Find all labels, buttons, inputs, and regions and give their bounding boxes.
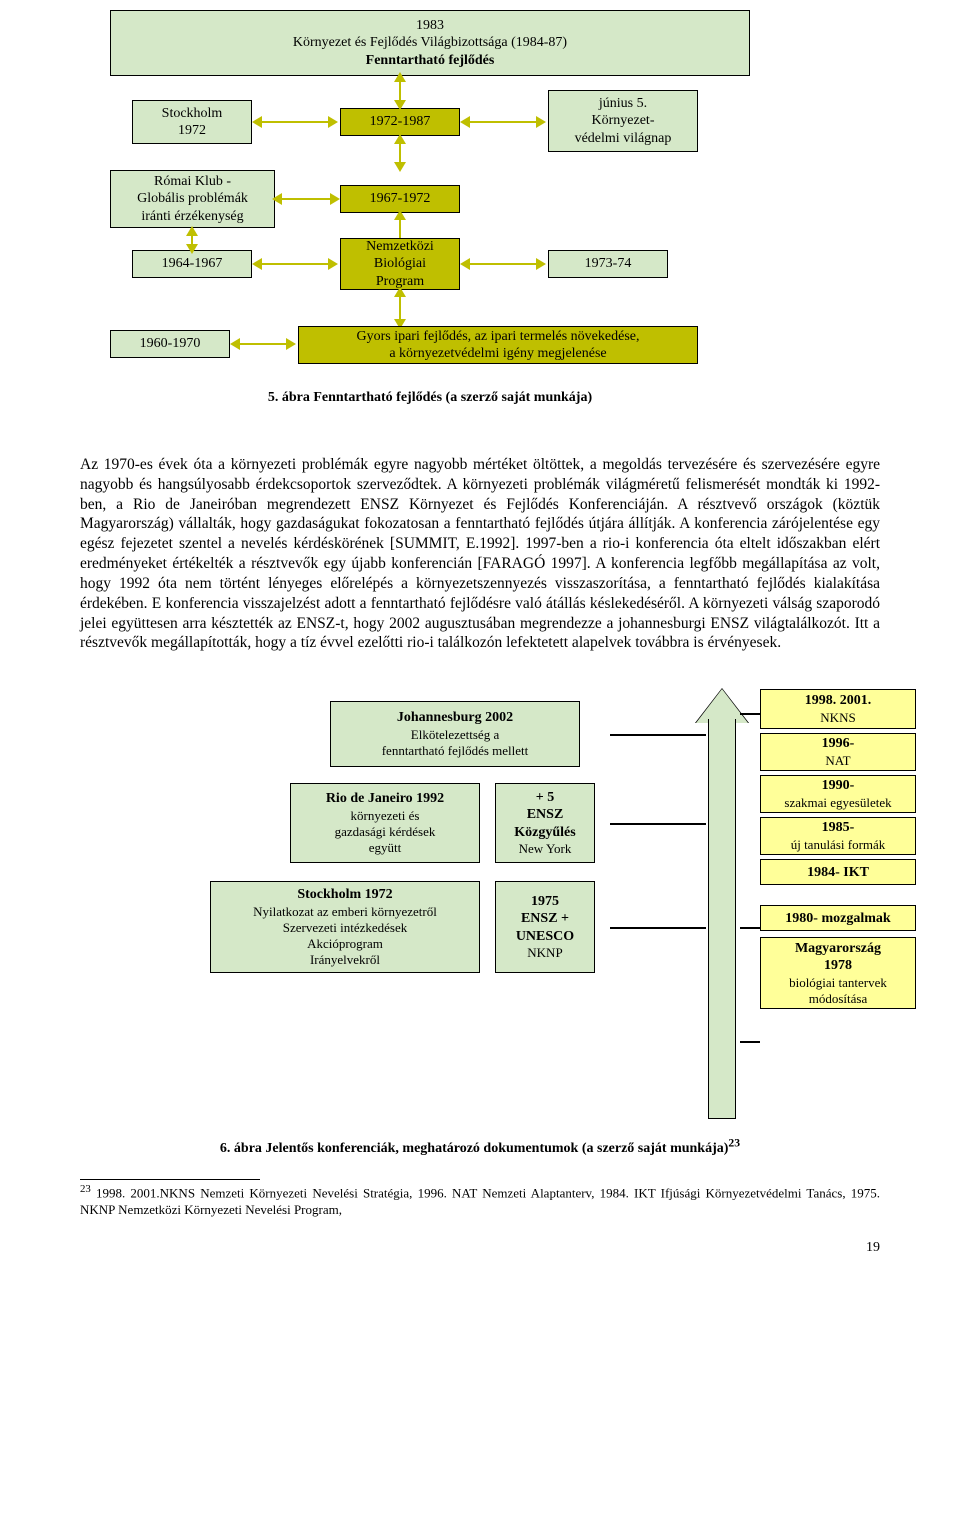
unesco-title: 1975 ENSZ + UNESCO: [516, 893, 574, 946]
y4-title: 1985-: [791, 819, 886, 837]
arrow-icon: [399, 295, 401, 321]
footnote-separator: [80, 1179, 260, 1180]
main-paragraph: Az 1970-es évek óta a környezeti problém…: [80, 455, 880, 653]
joh-sub: Elkötelezettség a fenntartható fejlődés …: [382, 727, 529, 760]
y4-sub: új tanulási formák: [791, 837, 886, 853]
caption-5: 5. ábra Fenntartható fejlődés (a szerző …: [80, 390, 780, 406]
y7-title: Magyarország 1978: [789, 940, 887, 975]
period-7287-box: 1972-1987: [340, 108, 460, 136]
arrow-icon: [468, 263, 538, 265]
y-1984-box: 1984- IKT: [760, 859, 916, 885]
y-1998-box: 1998. 2001.NKNS: [760, 689, 916, 729]
arrow-icon: [399, 218, 401, 240]
plus5-box: + 5 ENSZ Közgyűlés New York: [495, 783, 595, 863]
y3-sub: szakmai egyesületek: [784, 795, 891, 811]
joh-title: Johannesburg 2002: [382, 709, 529, 727]
arrow-icon: [280, 198, 332, 200]
y1-title: 1998. 2001.: [805, 692, 872, 710]
rio-sub: környezeti és gazdasági kérdések együtt: [326, 808, 444, 857]
arrow-icon: [468, 121, 538, 123]
sto-title: Stockholm 1972: [253, 886, 437, 904]
line-icon: [610, 927, 706, 929]
line-icon: [740, 1041, 760, 1043]
period-6772-box: 1967-1972: [340, 185, 460, 213]
unesco-box: 1975 ENSZ + UNESCO NKNP: [495, 881, 595, 973]
stockholm-box: Stockholm 1972: [132, 100, 252, 144]
period-6070-box: 1960-1970: [110, 330, 230, 358]
header-l3: Fenntartható fejlődés: [293, 52, 567, 70]
header-box: 1983 Környezet és Fejlődés Világbizottsá…: [110, 10, 750, 76]
diagram-2: Johannesburg 2002 Elkötelezettség a fenn…: [80, 671, 880, 1151]
jun5-box: június 5. Környezet- védelmi világnap: [548, 90, 698, 152]
y2-title: 1996-: [822, 735, 855, 753]
unesco-sub: NKNP: [516, 945, 574, 961]
gyors-box: Gyors ipari fejlődés, az ipari termelés …: [298, 326, 698, 364]
arrow-icon: [399, 142, 401, 164]
y2-sub: NAT: [822, 753, 855, 769]
plus5-title: + 5 ENSZ Közgyűlés: [514, 789, 575, 842]
caption-6: 6. ábra Jelentős konferenciák, meghatáro…: [80, 1136, 880, 1157]
nemz-box: Nemzetközi Biológiai Program: [340, 238, 460, 290]
header-l2: Környezet és Fejlődés Világbizottsága (1…: [293, 34, 567, 52]
y-1980-box: 1980- mozgalmak: [760, 905, 916, 931]
rio-box: Rio de Janeiro 1992 környezeti és gazdas…: [290, 783, 480, 863]
arrow-icon: [260, 263, 330, 265]
y6-text: 1980- mozgalmak: [785, 910, 890, 928]
rio-title: Rio de Janeiro 1992: [326, 790, 444, 808]
arrow-icon: [238, 343, 288, 345]
stockholm72-box: Stockholm 1972 Nyilatkozat az emberi kör…: [210, 881, 480, 973]
arrow-icon: [399, 80, 401, 102]
y-1985-box: 1985-új tanulási formák: [760, 817, 916, 855]
johannesburg-box: Johannesburg 2002 Elkötelezettség a fenn…: [330, 701, 580, 767]
page-number: 19: [80, 1240, 880, 1256]
line-icon: [610, 823, 706, 825]
y3-title: 1990-: [784, 777, 891, 795]
period-7374-box: 1973-74: [548, 250, 668, 278]
arrow-icon: [260, 121, 330, 123]
header-year: 1983: [293, 17, 567, 35]
roma-box: Római Klub - Globális problémák iránti é…: [110, 170, 275, 228]
y-1990-box: 1990-szakmai egyesületek: [760, 775, 916, 813]
sto-sub: Nyilatkozat az emberi környezetről Szerv…: [253, 904, 437, 969]
period-6467-box: 1964-1967: [132, 250, 252, 278]
plus5-sub: New York: [514, 841, 575, 857]
y7-sub: biológiai tantervek módosítása: [789, 975, 887, 1008]
up-arrow-icon: [702, 689, 742, 1119]
line-icon: [740, 713, 760, 715]
diagram-1: 1983 Környezet és Fejlődés Világbizottsá…: [80, 10, 880, 440]
footnote: 23 1998. 2001.NKNS Nemzeti Környezeti Ne…: [80, 1183, 880, 1218]
y-1996-box: 1996-NAT: [760, 733, 916, 771]
y1-sub: NKNS: [805, 710, 872, 726]
line-icon: [610, 734, 706, 736]
arrow-icon: [191, 234, 193, 246]
line-icon: [740, 927, 760, 929]
y5-text: 1984- IKT: [807, 864, 869, 882]
y-1978-box: Magyarország 1978biológiai tantervek mód…: [760, 937, 916, 1009]
